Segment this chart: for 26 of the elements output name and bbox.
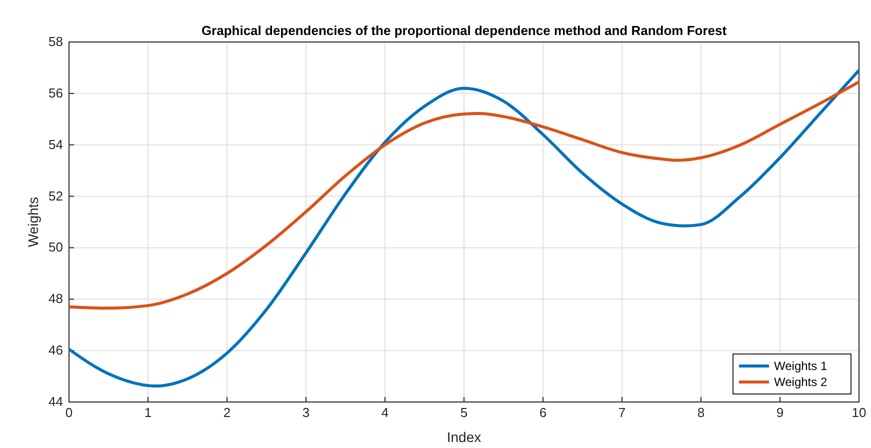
line-series [68, 80, 860, 310]
y-axis-title: Weights [25, 196, 41, 248]
line-series [68, 68, 860, 388]
y-tick-label: 50 [48, 240, 63, 255]
y-tick-label: 46 [48, 342, 63, 358]
x-tick-label: 5 [460, 405, 468, 420]
chart-title: Graphical dependencies of the proportional dependence method and Random Forest [201, 23, 728, 38]
x-tick-label: 6 [539, 405, 547, 420]
y-tick-label: 54 [48, 136, 63, 152]
x-tick-label: 9 [776, 405, 784, 420]
y-tick-label: 48 [48, 291, 63, 306]
y-tick-label: 56 [48, 85, 63, 100]
x-tick-label: 7 [618, 405, 626, 420]
legend-label: Weights 1 [774, 359, 828, 373]
y-tick-label: 44 [48, 394, 63, 409]
x-tick-label: 1 [144, 405, 152, 420]
x-tick-label: 2 [223, 405, 231, 420]
legend-label: Weights 2 [774, 375, 828, 389]
y-tick-label: 58 [48, 34, 63, 49]
x-tick-label: 4 [381, 405, 389, 420]
x-tick-label: 0 [65, 405, 73, 420]
x-axis-title: Index [446, 429, 482, 445]
y-tick-label: 52 [48, 188, 63, 204]
x-tick-label: 3 [302, 405, 310, 420]
x-tick-label: 8 [697, 405, 705, 420]
x-tick-label: 10 [852, 405, 866, 420]
